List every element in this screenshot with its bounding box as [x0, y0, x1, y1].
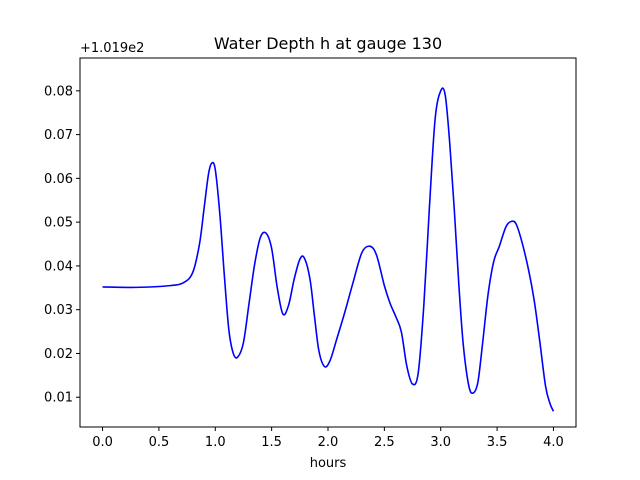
x-tick-label: 1.5 [261, 435, 282, 450]
y-tick-label: 0.02 [44, 347, 73, 362]
x-axis-ticks: 0.0 0.5 1.0 1.5 2.0 2.5 3.0 3.5 4.0 [92, 427, 564, 450]
y-offset-label: +1.019e2 [80, 41, 144, 56]
plot-frame [79, 57, 577, 428]
chart-title: Water Depth h at gauge 130 [214, 34, 442, 53]
y-tick-label: 0.07 [44, 128, 73, 143]
y-axis-ticks: 0.01 0.02 0.03 0.04 0.05 0.06 0.07 0.08 [44, 84, 80, 406]
y-tick-label: 0.04 [44, 259, 73, 274]
x-tick-label: 2.0 [318, 435, 339, 450]
y-tick-label: 0.06 [44, 172, 73, 187]
y-tick-label: 0.01 [44, 391, 73, 406]
y-tick-label: 0.08 [44, 84, 73, 99]
x-tick-label: 0.0 [92, 435, 113, 450]
x-tick-label: 4.0 [543, 435, 564, 450]
y-tick-label: 0.03 [44, 303, 73, 318]
x-tick-label: 1.0 [205, 435, 226, 450]
series-layer [102, 87, 555, 412]
x-tick-label: 0.5 [149, 435, 170, 450]
y-tick-label: 0.05 [44, 216, 73, 231]
x-tick-label: 3.0 [430, 435, 451, 450]
x-axis-label: hours [310, 456, 347, 471]
x-tick-label: 2.5 [374, 435, 395, 450]
series-line [102, 87, 555, 412]
x-tick-label: 3.5 [487, 435, 508, 450]
